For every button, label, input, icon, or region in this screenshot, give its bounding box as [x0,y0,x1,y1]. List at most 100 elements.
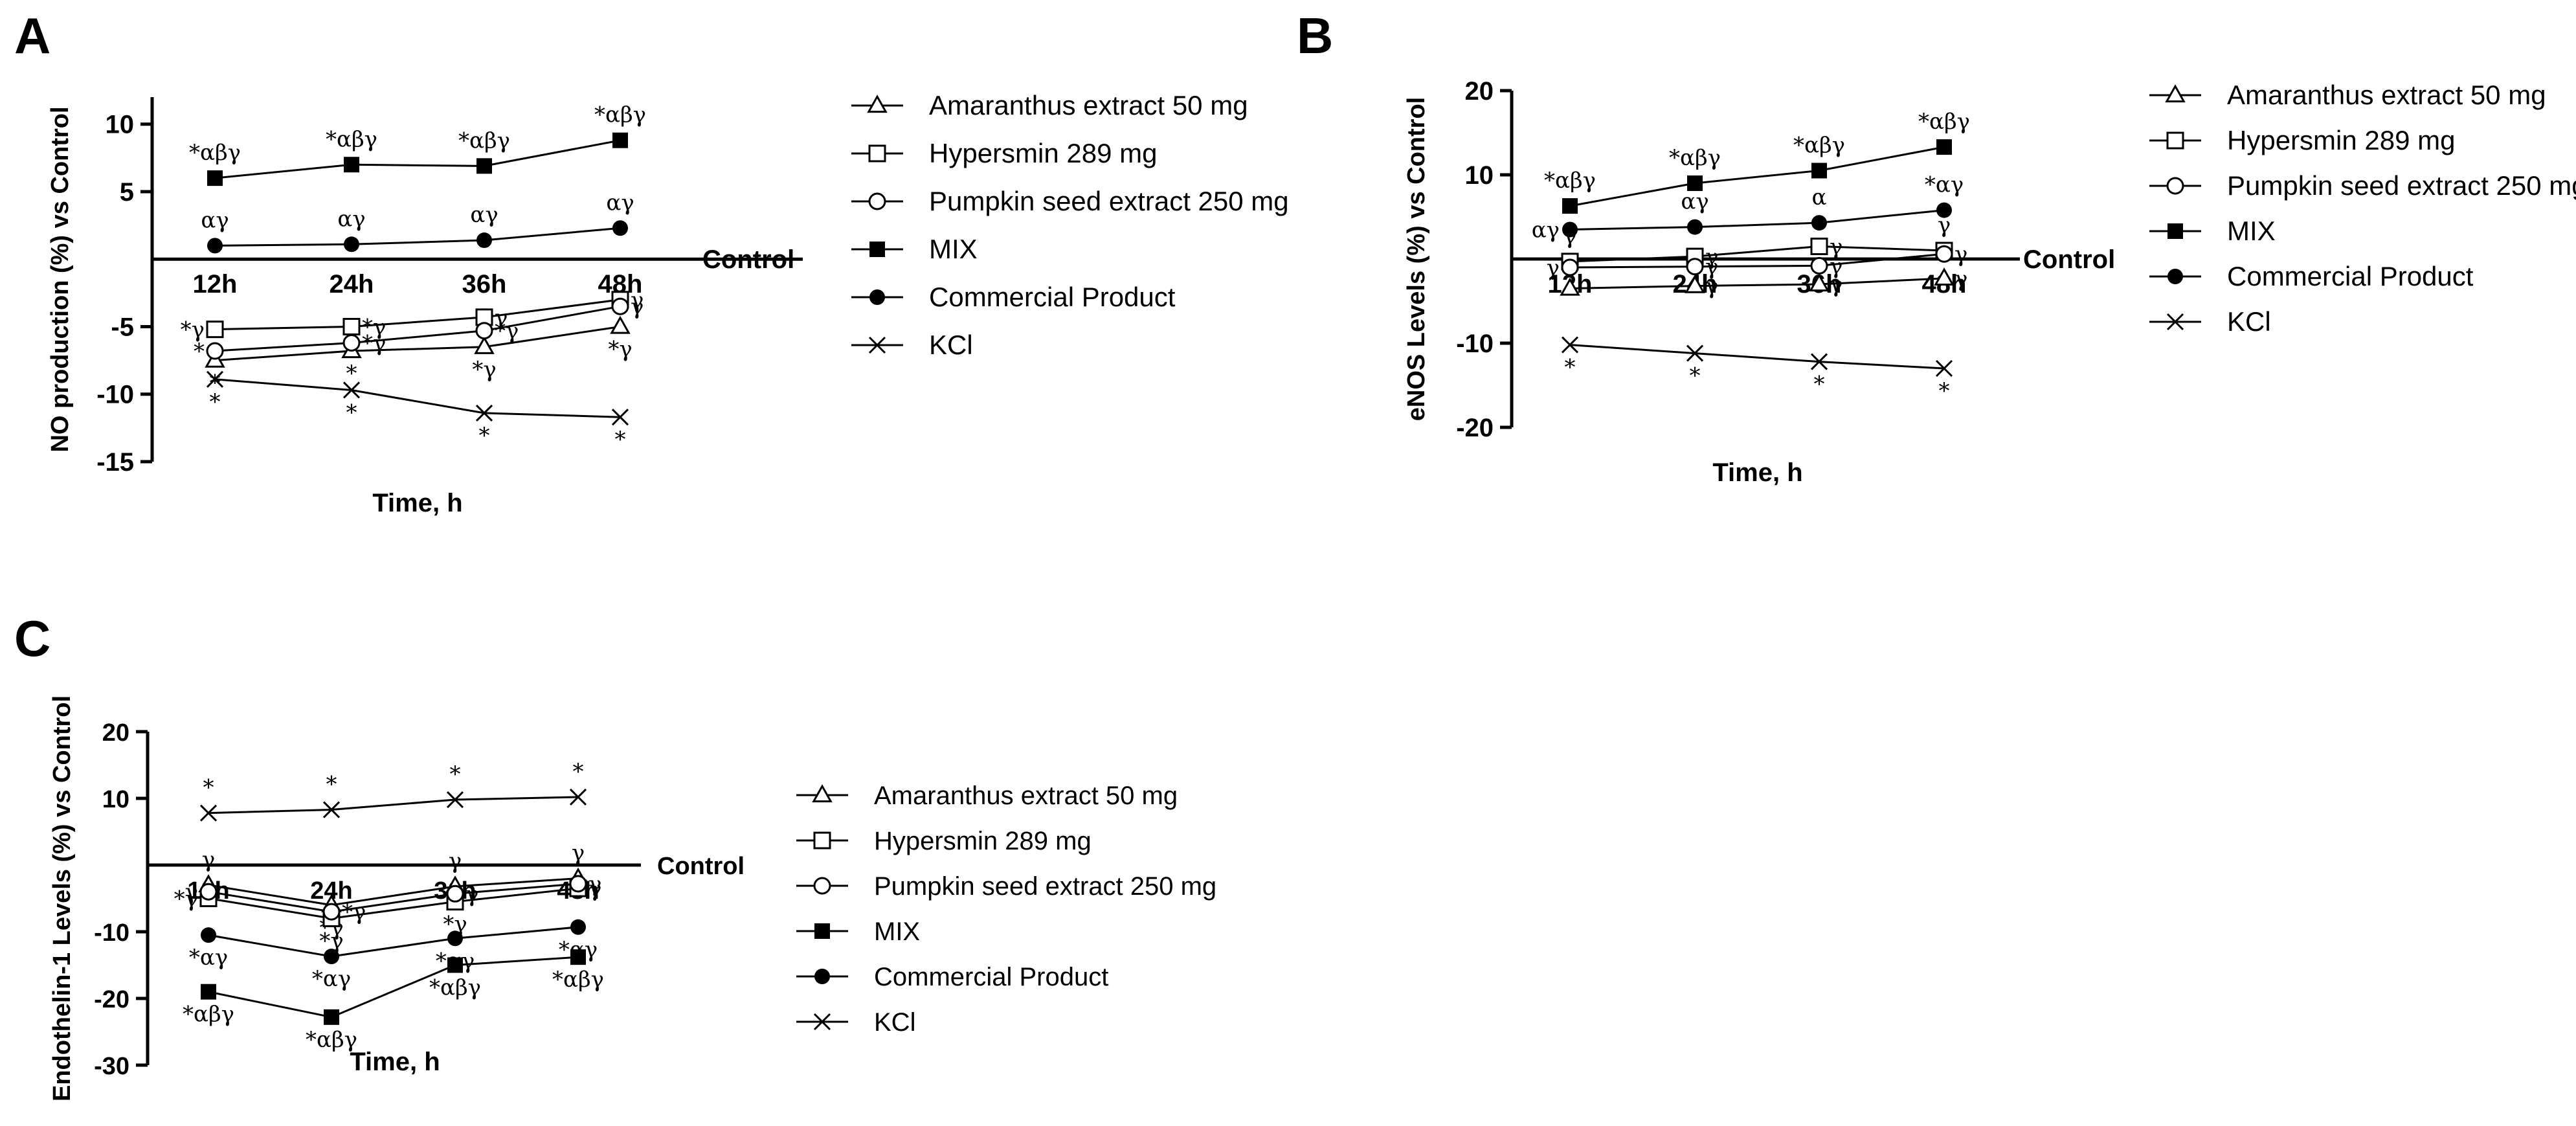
y-tick-label: -10 [96,381,134,409]
y-tick-label: 10 [1465,161,1494,190]
series-line-0 [1569,277,1945,289]
significance-label: γ [1954,242,1967,267]
data-point-x [322,801,341,818]
data-point-square-filled [207,170,223,186]
significance-label: *γ [342,899,366,925]
legend-marker [868,192,886,210]
data-point-circle-filled [1811,215,1827,231]
data-point-circle-open [1561,258,1579,276]
legend-entry: Pumpkin seed extract 250 mg [874,872,1216,901]
data-point-square-filled [447,957,463,973]
significance-label: γ [588,876,601,902]
data-point-circle-filled [1562,221,1578,238]
legend-entry: Hypersmin 289 mg [874,827,1092,855]
data-point-triangle-open [474,335,495,354]
significance-label: *αβγ [1669,145,1721,171]
data-point-circle-filled [201,927,216,943]
data-point-circle-open [446,884,464,903]
data-point-circle-filled [570,919,586,935]
y-tick-label: 10 [106,111,135,139]
significance-label: * [346,400,357,425]
series-line-2 [1569,253,1945,269]
series-line-0 [208,877,579,906]
legend-marker [867,95,888,113]
series-line-5 [214,378,621,418]
significance-label: γ [1830,253,1842,279]
data-point-circle-filled [447,930,463,947]
significance-label: αγ [606,190,634,216]
series-line-5 [208,796,579,815]
significance-label: *αβγ [552,967,604,993]
significance-label: * [1565,355,1576,381]
significance-label: γ [449,848,462,874]
series-line-5 [1569,344,1945,370]
significance-label: γ [1830,234,1842,260]
significance-label: * [573,759,584,785]
legend-marker [812,784,833,803]
significance-label: *αβγ [189,140,241,166]
data-point-square-open [342,317,361,335]
x-tick-label: 36h [462,270,507,298]
data-point-triangle-open [1685,275,1705,293]
y-tick-label: -10 [1456,330,1494,358]
significance-label: * [479,423,490,449]
significance-label: *αβγ [594,102,646,128]
series-line-3 [1569,146,1945,207]
x-axis-title: Time, h [372,489,462,517]
x-tick-label: 24h [330,270,374,298]
y-axis-title: NO production (%) vs Control [47,106,74,452]
significance-label: γ [631,287,644,313]
y-axis-title: Endothelin-1 Levels (%) vs Control [49,695,76,1101]
significance-label: γ [1547,255,1560,281]
significance-label: * [1814,372,1825,398]
data-point-square-filled [324,1009,339,1025]
data-point-circle-filled [612,220,628,236]
significance-label: *αβγ [1544,168,1596,194]
series-line-0 [214,325,621,362]
data-point-square-filled [1687,175,1703,191]
legend-marker [2167,223,2183,239]
legend-entry: MIX [874,918,920,946]
y-tick-label: 10 [102,786,129,813]
significance-label: *αγ [436,948,475,974]
legend-entry: Pumpkin seed extract 250 mg [2227,170,2576,201]
data-point-circle-filled [1687,219,1703,235]
y-tick-label: -20 [1456,414,1494,442]
legend-entry: KCl [2227,306,2271,337]
significance-label: *αβγ [306,1027,357,1053]
significance-label: * [346,361,357,387]
data-point-circle-open [611,297,629,315]
legend-marker [868,336,886,354]
data-point-square-open [1810,238,1828,255]
series-line-3 [214,139,621,179]
significance-label: *γ [362,331,386,357]
data-point-square-filled [1936,139,1952,155]
legend-entry: Hypersmin 289 mg [929,138,1157,168]
data-point-square-filled [476,158,492,174]
x-tick-label: 12h [193,270,238,298]
x-axis-title: Time, h [350,1048,440,1076]
significance-label: *αβγ [1918,109,1970,135]
significance-label: γ [1705,254,1718,280]
legend-entry: MIX [2227,216,2276,246]
control-label: Control [702,245,794,274]
data-point-x [569,788,587,806]
legend-marker [814,923,830,939]
data-point-square-filled [344,157,359,173]
significance-label: *αγ [189,945,228,971]
significance-label: *αγ [312,966,351,992]
data-point-triangle-open [1934,267,1954,286]
significance-label: *γ [174,886,198,912]
data-point-square-filled [1562,198,1578,214]
legend-marker [813,877,831,895]
legend-entry: Commercial Product [874,963,1108,991]
legend-entry: Pumpkin seed extract 250 mg [929,186,1289,216]
data-point-circle-filled [324,949,339,965]
data-point-square-open [206,321,224,339]
series-line-1 [1569,245,1945,263]
data-point-circle-open [475,322,493,340]
significance-label: * [326,772,337,798]
legend-marker [2167,269,2183,284]
